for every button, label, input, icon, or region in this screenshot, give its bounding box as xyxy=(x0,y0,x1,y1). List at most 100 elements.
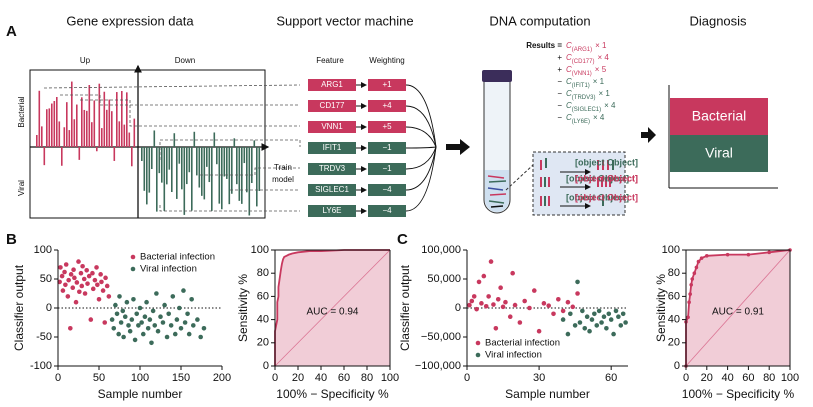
point xyxy=(95,282,100,288)
illustration-bar xyxy=(131,147,133,167)
x-tick-label: 60 xyxy=(605,372,617,384)
x-tick-label: 60 xyxy=(742,372,754,384)
connector xyxy=(43,84,301,89)
point xyxy=(177,305,182,311)
point xyxy=(182,320,188,325)
illustration-bar xyxy=(238,147,241,201)
dna-bars xyxy=(540,158,614,206)
illustration-bar xyxy=(228,147,231,205)
arrow xyxy=(446,139,470,155)
weight-box xyxy=(368,100,406,112)
weight-box xyxy=(368,142,406,154)
point xyxy=(152,323,158,328)
point xyxy=(116,331,121,337)
point xyxy=(66,277,71,283)
section-title: Gene expression data xyxy=(66,13,194,28)
point xyxy=(560,308,566,314)
point xyxy=(147,317,153,322)
sign: − xyxy=(557,89,562,98)
point xyxy=(94,265,99,270)
point xyxy=(522,298,527,304)
point xyxy=(493,326,499,331)
illustration-bar xyxy=(221,147,223,210)
y-tick-label: -100 xyxy=(30,360,52,372)
connectors xyxy=(43,84,301,212)
x-tick-label: 100 xyxy=(781,372,799,384)
point xyxy=(168,323,174,328)
point xyxy=(198,334,203,340)
illustration-bar xyxy=(116,92,118,147)
dna-label: [object Object] xyxy=(575,157,638,167)
illustration-bar xyxy=(111,111,113,147)
point xyxy=(500,304,506,310)
point xyxy=(90,270,95,276)
point xyxy=(72,275,77,281)
point xyxy=(599,320,604,325)
y-tick-label: 60 xyxy=(257,290,269,302)
y-tick-label: 0 xyxy=(263,360,269,372)
illustration-bar xyxy=(148,147,151,193)
arrow xyxy=(641,127,656,143)
point xyxy=(178,326,184,331)
legend-marker xyxy=(475,352,481,358)
illustration-bar xyxy=(73,119,76,147)
panel-label: C xyxy=(397,231,408,248)
illustration-bar xyxy=(41,126,43,147)
point xyxy=(556,297,561,302)
point xyxy=(68,272,74,277)
illustration-bar xyxy=(211,147,213,211)
column-header: Feature xyxy=(316,56,344,65)
point xyxy=(582,326,588,331)
point xyxy=(145,326,151,331)
term-sub: (LY6E) xyxy=(572,119,590,125)
illustration-bar xyxy=(173,133,176,147)
point xyxy=(136,323,141,328)
point xyxy=(68,326,73,331)
legend-marker xyxy=(130,254,136,260)
term-coef: × 1 xyxy=(593,77,605,86)
point xyxy=(688,292,692,296)
point xyxy=(81,276,87,282)
feature-box xyxy=(308,184,356,196)
illustration-bar xyxy=(98,83,101,147)
legend-marker xyxy=(475,340,481,346)
y-tick-label: 100,000 xyxy=(421,244,461,256)
illustration-bar xyxy=(231,147,233,194)
y-tick-label: 0 xyxy=(455,302,461,314)
panel-a: A Gene expression data Support vector ma… xyxy=(6,13,778,219)
point xyxy=(134,311,140,317)
term-coef: × 4 xyxy=(604,101,616,110)
annotation: AUC = 0.94 xyxy=(307,307,359,318)
term-coef: × 4 xyxy=(593,113,605,122)
x-tick-label: 0 xyxy=(272,372,278,384)
point xyxy=(124,299,130,305)
point xyxy=(503,299,508,305)
sum-line xyxy=(405,84,437,148)
point xyxy=(99,279,104,285)
point xyxy=(512,302,518,308)
y-tick-label: 0 xyxy=(674,360,680,372)
illustration-bar xyxy=(223,147,226,177)
sum-line xyxy=(405,146,437,149)
x-tick-label: 100 xyxy=(381,372,399,384)
point xyxy=(584,314,590,320)
illustration-bar xyxy=(176,147,178,199)
illustration-bar xyxy=(133,118,136,147)
point xyxy=(587,328,592,334)
point xyxy=(201,326,207,331)
illustration-bar xyxy=(216,147,218,165)
illustration-bar xyxy=(251,147,253,184)
point xyxy=(527,305,532,311)
point xyxy=(690,277,695,281)
sign: − xyxy=(557,77,562,86)
x-axis-label: Sample number xyxy=(505,387,590,401)
diagnosis-label: Viral xyxy=(705,145,733,161)
weight: +1 xyxy=(382,80,392,89)
point xyxy=(601,314,607,320)
illustration-bar xyxy=(123,124,126,147)
column-header: Weighting xyxy=(369,56,404,65)
point xyxy=(59,273,65,279)
